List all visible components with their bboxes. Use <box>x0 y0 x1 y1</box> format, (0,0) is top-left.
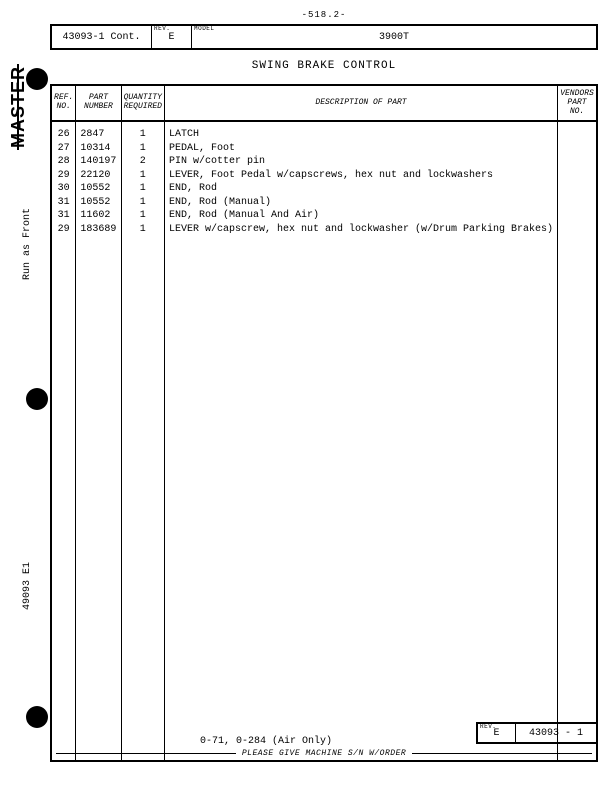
header-model-label: MODEL <box>194 25 215 32</box>
col-header-ref: REF. NO. <box>51 85 76 121</box>
side-stamp-master: MASTER <box>8 66 29 148</box>
col-body-ref: 26 27 28 29 30 31 31 29 <box>51 121 76 761</box>
header-id: 43093-1 Cont. <box>52 26 152 48</box>
col-body-vendor <box>558 121 597 761</box>
col-body-part: 2847 10314 140197 22120 10552 10552 1160… <box>76 121 121 761</box>
footer-bottom-line: PLEASE GIVE MACHINE S/N W/ORDER <box>50 749 598 758</box>
punch-hole <box>26 706 48 728</box>
col-body-qty: 1 1 2 1 1 1 1 1 <box>121 121 164 761</box>
header-rev-value: E <box>158 32 185 43</box>
footer-rev: REV. E <box>478 724 516 742</box>
page-title: SWING BRAKE CONTROL <box>50 60 598 72</box>
col-header-vendor: VENDORS PART NO. <box>558 85 597 121</box>
header-model: MODEL 3900T <box>192 26 596 48</box>
side-text-run: Run as Front <box>22 208 33 280</box>
header-rev-label: REV. <box>154 25 170 32</box>
table-header-row: REF. NO. PART NUMBER QUANTITY REQUIRED D… <box>51 85 597 121</box>
parts-table: REF. NO. PART NUMBER QUANTITY REQUIRED D… <box>50 84 598 762</box>
footer-box: REV. E 43093 - 1 <box>476 722 598 744</box>
col-body-desc: LATCH PEDAL, Foot PIN w/cotter pin LEVER… <box>164 121 557 761</box>
col-header-qty: QUANTITY REQUIRED <box>121 85 164 121</box>
side-text-code: 49093 E1 <box>22 562 33 610</box>
header-model-value: 3900T <box>198 32 590 43</box>
footer-id: 43093 - 1 <box>516 724 596 742</box>
page-top-code: -518.2- <box>50 10 598 20</box>
table-body-row: 26 27 28 29 30 31 31 29 2847 10314 14019… <box>51 121 597 761</box>
footer: 0-71, 0-284 (Air Only) REV. E 43093 - 1 … <box>50 736 598 758</box>
footer-bottom-text: PLEASE GIVE MACHINE S/N W/ORDER <box>242 749 406 758</box>
punch-hole <box>26 388 48 410</box>
header-box: 43093-1 Cont. REV. E MODEL 3900T <box>50 24 598 50</box>
punch-hole <box>26 68 48 90</box>
col-header-desc: DESCRIPTION OF PART <box>164 85 557 121</box>
col-header-part: PART NUMBER <box>76 85 121 121</box>
page: -518.2- 43093-1 Cont. REV. E MODEL 3900T… <box>50 10 598 762</box>
header-rev: REV. E <box>152 26 192 48</box>
footer-rev-label: REV. <box>480 723 496 730</box>
